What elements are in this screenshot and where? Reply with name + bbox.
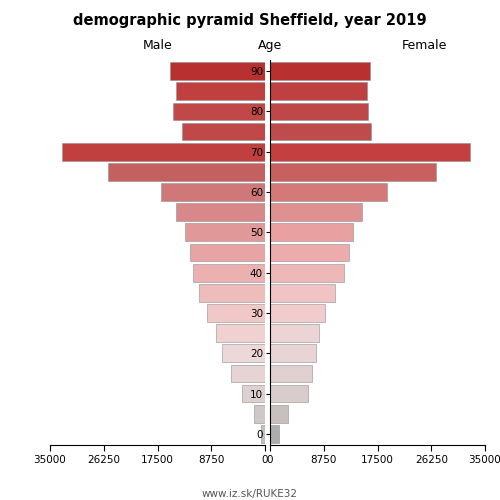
Bar bbox=[270, 344, 316, 362]
Bar bbox=[270, 244, 348, 262]
Bar bbox=[270, 384, 308, 402]
Bar bbox=[270, 82, 367, 100]
Bar bbox=[206, 304, 265, 322]
Bar bbox=[270, 204, 362, 221]
Bar bbox=[182, 122, 265, 140]
Bar bbox=[192, 264, 265, 281]
Bar bbox=[170, 62, 265, 80]
Bar bbox=[270, 284, 334, 302]
Bar bbox=[270, 122, 372, 140]
Bar bbox=[185, 224, 265, 241]
Bar bbox=[270, 304, 326, 322]
Bar bbox=[190, 244, 265, 262]
Bar bbox=[270, 183, 386, 201]
Bar bbox=[270, 143, 469, 160]
Bar bbox=[173, 102, 265, 120]
Bar bbox=[270, 163, 436, 180]
Bar bbox=[270, 264, 344, 281]
Bar bbox=[254, 405, 265, 422]
Bar bbox=[160, 183, 265, 201]
Bar bbox=[270, 224, 353, 241]
Bar bbox=[242, 384, 265, 402]
Text: Age: Age bbox=[258, 40, 282, 52]
Bar bbox=[270, 62, 370, 80]
Bar bbox=[270, 405, 288, 422]
Bar bbox=[108, 163, 265, 180]
Bar bbox=[270, 324, 319, 342]
Bar bbox=[62, 143, 265, 160]
Bar bbox=[216, 324, 265, 342]
Bar bbox=[222, 344, 265, 362]
Bar bbox=[270, 425, 278, 443]
Bar bbox=[231, 364, 265, 382]
Text: www.iz.sk/RUKE32: www.iz.sk/RUKE32 bbox=[202, 490, 298, 500]
Text: Female: Female bbox=[402, 40, 448, 52]
Text: demographic pyramid Sheffield, year 2019: demographic pyramid Sheffield, year 2019 bbox=[73, 12, 427, 28]
Bar bbox=[260, 425, 265, 443]
Text: Male: Male bbox=[142, 40, 172, 52]
Bar bbox=[270, 102, 368, 120]
Bar bbox=[176, 82, 265, 100]
Bar bbox=[270, 364, 312, 382]
Bar bbox=[198, 284, 265, 302]
Bar bbox=[176, 204, 265, 221]
